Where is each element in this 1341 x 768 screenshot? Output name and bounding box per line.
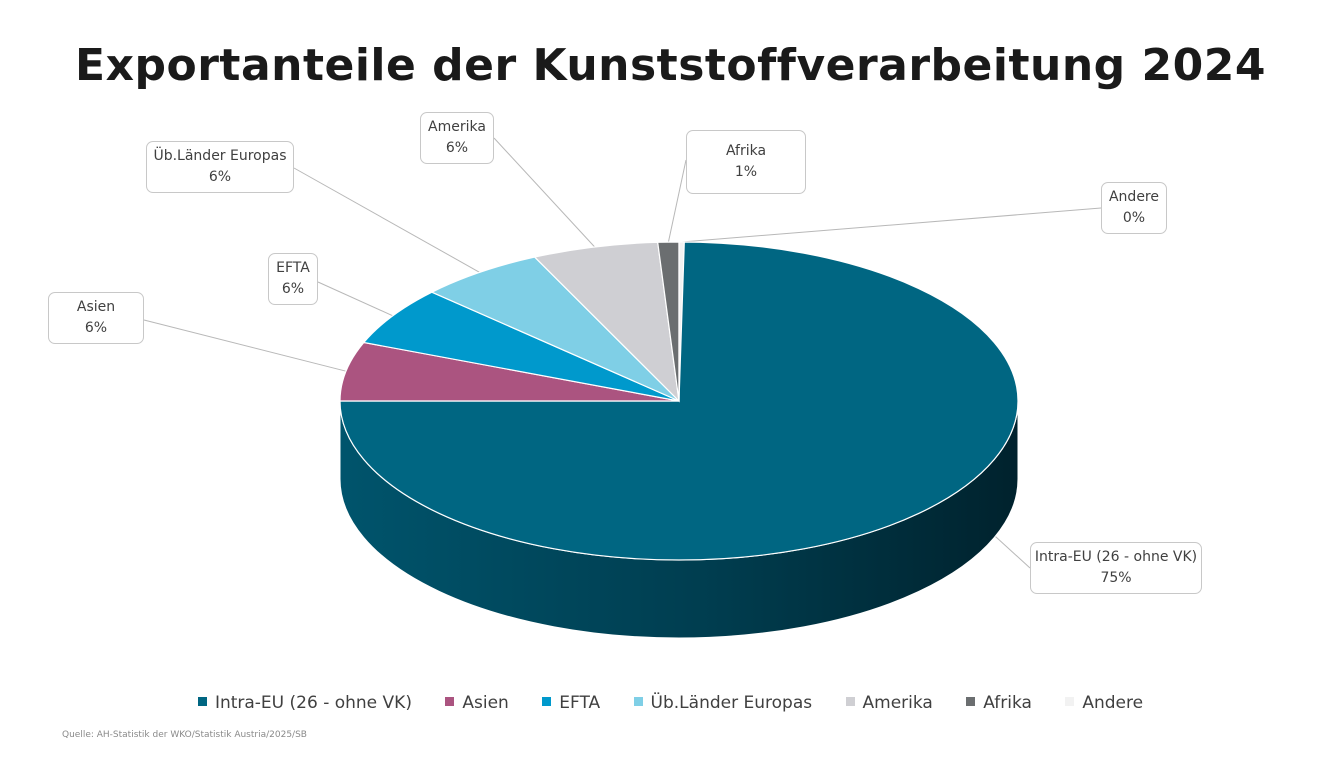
legend-item-afrika: Afrika — [966, 693, 1032, 713]
label-asien: Asien 6% — [48, 292, 144, 344]
pie-slice-amerika — [533, 241, 680, 403]
pie-slice-andere — [678, 241, 685, 402]
label-afrika: Afrika 1% — [686, 130, 806, 194]
legend-swatch — [445, 697, 455, 706]
legend-swatch — [845, 697, 855, 706]
legend-swatch — [542, 697, 552, 706]
label-ueb-laender-europas: Üb.Länder Europas 6% — [146, 141, 294, 193]
chart-title: Exportanteile der Kunststoffverarbeitung… — [75, 40, 1266, 91]
pie-slice-efta — [362, 291, 680, 402]
label-andere: Andere 0% — [1101, 182, 1167, 234]
legend-swatch — [966, 697, 976, 706]
pie-slice-ueb-laender-europas — [430, 256, 680, 402]
legend-swatch — [1065, 697, 1075, 706]
leader-line-andere — [681, 207, 1102, 243]
label-intra-eu: Intra-EU (26 - ohne VK) 75% — [1030, 542, 1202, 594]
legend-item-efta: EFTA — [542, 693, 600, 713]
label-amerika: Amerika 6% — [420, 112, 494, 164]
leader-line-ueb-laender-europas — [293, 167, 480, 273]
pie-slice-asien — [339, 341, 680, 402]
legend-swatch — [633, 697, 643, 706]
source-note: Quelle: AH-Statistik der WKO/Statistik A… — [62, 730, 307, 740]
legend-item-intra-eu: Intra-EU (26 - ohne VK) — [197, 693, 412, 713]
legend: Intra-EU (26 - ohne VK) Asien EFTA Üb.Lä… — [0, 693, 1341, 713]
legend-item-ueb-laender-europas: Üb.Länder Europas — [633, 693, 812, 713]
legend-item-andere: Andere — [1065, 693, 1143, 713]
leader-line-afrika — [667, 159, 687, 243]
legend-item-asien: Asien — [445, 693, 509, 713]
legend-swatch — [197, 697, 207, 706]
legend-item-amerika: Amerika — [845, 693, 933, 713]
leader-line-asien — [143, 319, 347, 372]
label-efta: EFTA 6% — [268, 253, 318, 305]
leader-line-amerika — [493, 137, 596, 248]
leader-line-efta — [317, 281, 394, 317]
